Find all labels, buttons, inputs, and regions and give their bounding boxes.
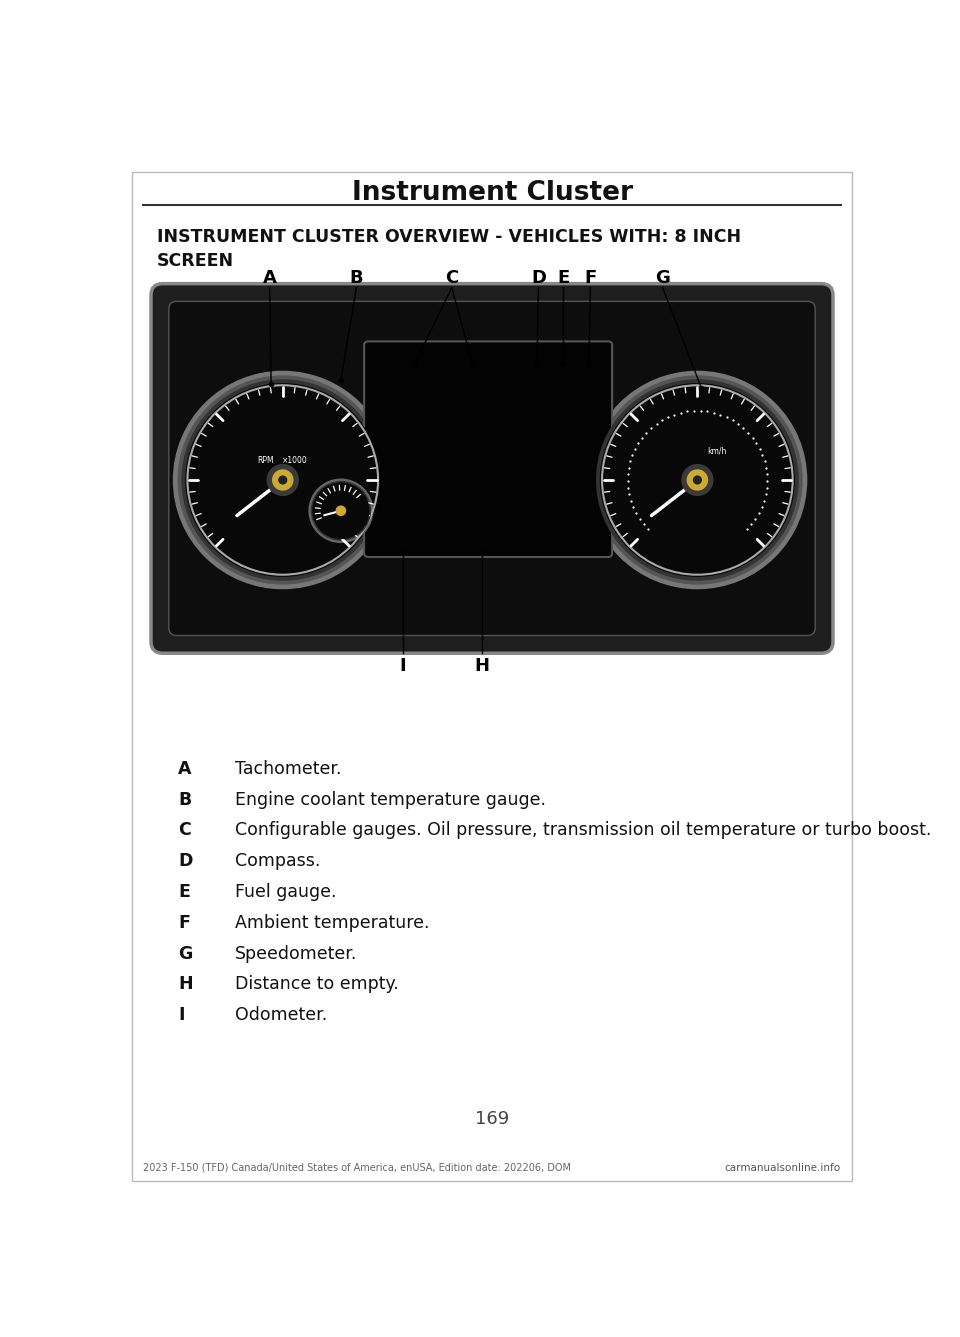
Circle shape	[182, 380, 383, 580]
FancyBboxPatch shape	[364, 341, 612, 558]
Circle shape	[179, 376, 388, 584]
Circle shape	[596, 380, 798, 580]
Text: H: H	[474, 656, 490, 675]
FancyBboxPatch shape	[151, 283, 833, 654]
Text: G: G	[655, 270, 670, 287]
Circle shape	[592, 376, 802, 584]
Text: Ambient temperature.: Ambient temperature.	[234, 913, 429, 932]
Text: Engine coolant temperature gauge.: Engine coolant temperature gauge.	[234, 790, 545, 809]
Text: Speedometer.: Speedometer.	[234, 944, 357, 963]
Circle shape	[336, 507, 346, 515]
Circle shape	[278, 476, 287, 484]
Circle shape	[273, 471, 293, 489]
Text: F: F	[585, 270, 596, 287]
Text: G: G	[179, 944, 193, 963]
Circle shape	[682, 464, 713, 496]
Circle shape	[687, 471, 708, 489]
Text: A: A	[263, 270, 276, 287]
Text: Distance to empty.: Distance to empty.	[234, 975, 398, 993]
Text: H: H	[179, 975, 193, 993]
Text: Configurable gauges. Oil pressure, transmission oil temperature or turbo boost.: Configurable gauges. Oil pressure, trans…	[234, 821, 931, 840]
Circle shape	[267, 464, 299, 496]
Text: RPM: RPM	[257, 456, 274, 465]
Text: A: A	[179, 759, 192, 778]
Text: 169: 169	[475, 1110, 509, 1128]
Text: ×1000: ×1000	[282, 456, 308, 465]
Text: E: E	[557, 270, 569, 287]
Text: Compass.: Compass.	[234, 852, 320, 870]
Text: D: D	[531, 270, 546, 287]
Text: INSTRUMENT CLUSTER OVERVIEW - VEHICLES WITH: 8 INCH
SCREEN: INSTRUMENT CLUSTER OVERVIEW - VEHICLES W…	[157, 229, 741, 270]
FancyBboxPatch shape	[169, 301, 815, 635]
Circle shape	[186, 384, 379, 576]
Circle shape	[313, 483, 369, 539]
Text: Fuel gauge.: Fuel gauge.	[234, 882, 336, 901]
Text: I: I	[179, 1007, 184, 1024]
Text: E: E	[179, 882, 190, 901]
Text: F: F	[179, 913, 190, 932]
Text: 2023 F-150 (TFD) Canada/United States of America, enUSA, Edition date: 202206, D: 2023 F-150 (TFD) Canada/United States of…	[143, 1163, 571, 1173]
Circle shape	[311, 481, 371, 540]
Circle shape	[174, 372, 392, 588]
Text: Instrument Cluster: Instrument Cluster	[351, 179, 633, 206]
Text: I: I	[399, 656, 406, 675]
Text: B: B	[179, 790, 191, 809]
Circle shape	[601, 384, 794, 576]
Text: B: B	[349, 270, 363, 287]
Text: carmanualsonline.info: carmanualsonline.info	[725, 1163, 841, 1173]
Text: Tachometer.: Tachometer.	[234, 759, 341, 778]
Text: C: C	[445, 270, 458, 287]
Circle shape	[309, 479, 372, 543]
Text: km/h: km/h	[708, 447, 727, 455]
Circle shape	[693, 476, 701, 484]
Circle shape	[588, 372, 806, 588]
Text: C: C	[179, 821, 191, 840]
Text: D: D	[179, 852, 193, 870]
Text: Odometer.: Odometer.	[234, 1007, 327, 1024]
